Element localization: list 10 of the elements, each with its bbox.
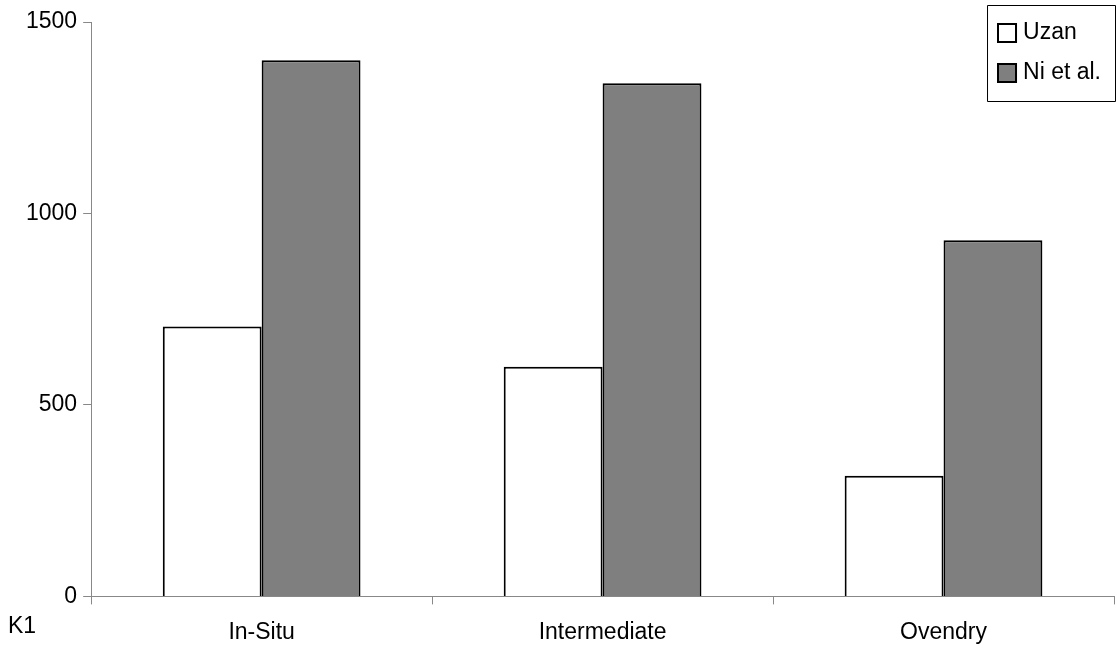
y-tick-label: 0 <box>64 581 78 608</box>
y-tick-label: 500 <box>38 390 78 417</box>
legend-label: Ni et al. <box>1023 58 1102 85</box>
y-tick-label: 1500 <box>25 7 78 34</box>
y-tick-label: 1000 <box>25 198 78 225</box>
text: K1 <box>8 612 37 640</box>
x-tick-label: In-Situ <box>228 617 295 644</box>
x-tick-label: Ovendry <box>900 617 988 644</box>
legend-label: Uzan <box>1023 18 1077 45</box>
x-tick-label: Intermediate <box>538 617 667 644</box>
